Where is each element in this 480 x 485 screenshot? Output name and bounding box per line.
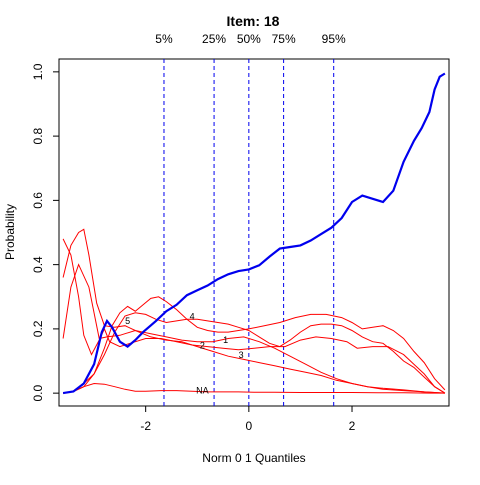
- y-tick-label: 0.4: [31, 256, 45, 273]
- quantile-label: 25%: [202, 32, 226, 46]
- curve-label: 5: [125, 316, 130, 326]
- y-tick-label: 0.6: [31, 192, 45, 209]
- curve-label: NA: [196, 386, 209, 396]
- quantile-label: 95%: [322, 32, 346, 46]
- y-tick-label: 0.8: [31, 127, 45, 144]
- y-tick-label: 1.0: [31, 63, 45, 80]
- x-tick-label: 0: [245, 419, 252, 433]
- key-curve: [62, 72, 446, 395]
- quantile-labels: 5% 25% 50% 75% 95%: [155, 32, 346, 46]
- distractor-curves: [62, 228, 446, 394]
- curve-label: 3: [239, 350, 244, 360]
- x-axis: -2 0 2: [140, 406, 356, 433]
- quantile-label: 50%: [237, 32, 261, 46]
- curve-label: 4: [190, 312, 195, 322]
- key-curve-group: [62, 72, 446, 395]
- chart-title: Item: 18: [227, 13, 280, 29]
- y-tick-label: 0.2: [31, 320, 45, 337]
- x-axis-label: Norm 0 1 Quantiles: [202, 451, 305, 465]
- distractor-curve: [63, 312, 446, 394]
- curve-label: 2: [200, 341, 205, 351]
- x-tick-label: 2: [349, 419, 356, 433]
- y-axis-label: Probability: [3, 204, 17, 260]
- quantile-label: 75%: [272, 32, 296, 46]
- plot-frame: [58, 58, 450, 407]
- x-tick-label: -2: [140, 419, 151, 433]
- distractor-curve: [62, 228, 445, 394]
- curve-label: 1: [223, 335, 228, 345]
- y-tick-label: 0.0: [31, 384, 45, 401]
- y-axis: 0.0 0.2 0.4 0.6 0.8 1.0: [31, 63, 59, 401]
- distractor-curve: [63, 382, 445, 394]
- quantile-label: 5%: [155, 32, 173, 46]
- distractor-curve: [63, 296, 446, 394]
- quantile-lines: [163, 59, 335, 406]
- curve-labels: 1 2 3 4 5 NA: [125, 312, 244, 396]
